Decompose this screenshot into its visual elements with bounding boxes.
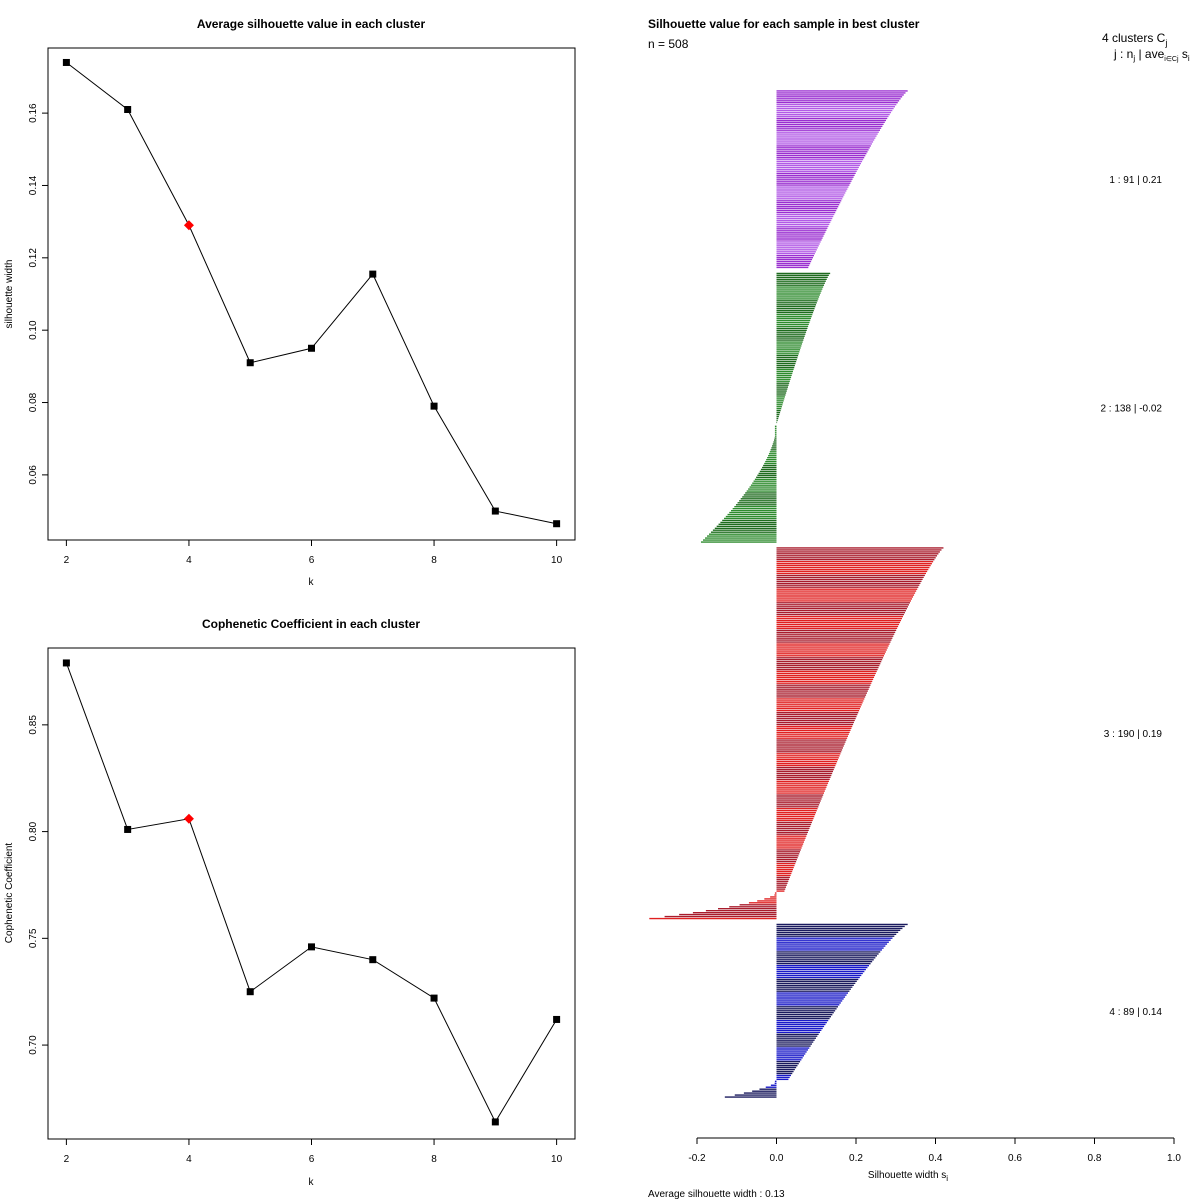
x-axis: -0.2 0.0 0.2 0.4 0.6 0.8 1.0 [688, 1137, 1181, 1164]
y-tick-label: 0.16 [28, 103, 39, 123]
legend-subheader-sub2: i∈Cj [1164, 56, 1179, 63]
chart-title: Cophenetic Coefficient in each cluster [202, 617, 420, 631]
plot-frame [47, 47, 576, 541]
data-marks [62, 659, 561, 1126]
y-tick-label: 0.14 [28, 175, 39, 195]
data-point [308, 943, 315, 951]
legend-subheader: j : nj | avei∈Cj si [1113, 47, 1190, 63]
plot-frame [47, 647, 576, 1140]
x-tick-label: 4 [186, 1154, 192, 1165]
highlight-point [183, 220, 194, 231]
x-tick-label: 1.0 [1167, 1153, 1181, 1164]
legend-subheader-tail: s [1179, 47, 1188, 61]
legend-subheader-rest: | ave [1135, 47, 1164, 61]
data-point [246, 359, 254, 367]
axis-ticks: 2 4 6 8 10 0.06 0.08 0.10 0.12 0.14 0.16 [28, 103, 563, 566]
data-point [553, 1015, 561, 1023]
x-tick-label: 0.6 [1008, 1153, 1022, 1164]
cluster-label: 4 : 89 | 0.14 [1109, 1007, 1162, 1018]
data-point [430, 994, 438, 1002]
data-point [491, 507, 499, 515]
legend-subheader-tail-sub: i [1188, 54, 1190, 63]
data-point [553, 520, 561, 528]
x-tick-label: 0.4 [929, 1153, 943, 1164]
legend-header-text: 4 clusters C [1102, 31, 1166, 45]
silhouette-line-chart: Average silhouette value in each cluster… [4, 17, 576, 588]
chart-title: Average silhouette value in each cluster [197, 17, 426, 31]
series-line [65, 662, 558, 1123]
x-tick-label: 8 [431, 1154, 437, 1165]
legend-subheader-sub: j [1132, 54, 1135, 63]
y-tick-label: 0.70 [28, 1035, 39, 1055]
y-tick-label: 0.80 [28, 821, 39, 841]
highlight-point [183, 813, 194, 824]
data-point [369, 270, 377, 278]
y-tick-label: 0.75 [28, 928, 39, 948]
cophenetic-line-chart: Cophenetic Coefficient in each cluster k… [4, 617, 576, 1188]
x-tick-label: 0.2 [849, 1153, 863, 1164]
axis-ticks: 2 4 6 8 10 0.70 0.75 0.80 0.85 [28, 715, 563, 1165]
y-tick-label: 0.10 [28, 320, 39, 340]
sample-count: n = 508 [648, 37, 689, 51]
legend-header: 4 clusters Cj [1102, 31, 1167, 48]
x-tick-label: 6 [309, 555, 315, 566]
x-tick-label: 10 [551, 555, 563, 566]
x-tick-label: 6 [309, 1154, 315, 1165]
data-point [430, 402, 438, 410]
average-silhouette-width: Average silhouette width : 0.13 [648, 1189, 785, 1200]
legend-header-subscript: j [1164, 38, 1167, 48]
y-tick-label: 0.85 [28, 715, 39, 735]
silhouette-bar-plot: Silhouette value for each sample in best… [648, 17, 1190, 1200]
y-tick-label: 0.06 [28, 465, 39, 485]
cluster-labels: 1 : 91 | 0.21 2 : 138 | -0.02 3 : 190 | 0.… [1100, 175, 1162, 1018]
x-tick-label: 0.0 [770, 1153, 784, 1164]
data-point [62, 659, 70, 667]
x-axis-label-sub: i [946, 1174, 948, 1183]
x-tick-label: 2 [64, 1154, 70, 1165]
y-tick-label: 0.08 [28, 392, 39, 412]
legend-subheader-text: j : n [1113, 47, 1133, 61]
data-point [491, 1118, 499, 1126]
data-point [308, 344, 315, 352]
data-point [62, 58, 70, 66]
y-tick-label: 0.12 [28, 248, 39, 268]
data-marks [62, 58, 561, 528]
y-axis-label: Cophenetic Coefficient [4, 843, 15, 944]
cluster-label: 1 : 91 | 0.21 [1109, 175, 1162, 186]
data-point [124, 106, 132, 113]
x-tick-label: 10 [551, 1154, 563, 1165]
data-point [369, 956, 377, 964]
x-tick-label: -0.2 [688, 1153, 706, 1164]
series-line [66, 62, 557, 525]
data-point [124, 825, 132, 833]
y-axis-label: silhouette width [4, 260, 15, 329]
data-point [246, 988, 254, 996]
x-tick-label: 4 [186, 555, 192, 566]
cluster-label: 3 : 190 | 0.19 [1104, 729, 1163, 740]
x-tick-label: 8 [431, 555, 437, 566]
cluster-label: 2 : 138 | -0.02 [1100, 404, 1162, 415]
x-tick-label: 2 [64, 555, 70, 566]
x-axis-label-text: Silhouette width s [868, 1170, 946, 1181]
x-axis-label: k [309, 1177, 315, 1188]
x-tick-label: 0.8 [1088, 1153, 1102, 1164]
x-axis-label: Silhouette width si [868, 1170, 948, 1183]
silhouette-bars [649, 90, 944, 1098]
x-axis-label: k [309, 577, 315, 588]
chart-title: Silhouette value for each sample in best… [648, 17, 920, 31]
